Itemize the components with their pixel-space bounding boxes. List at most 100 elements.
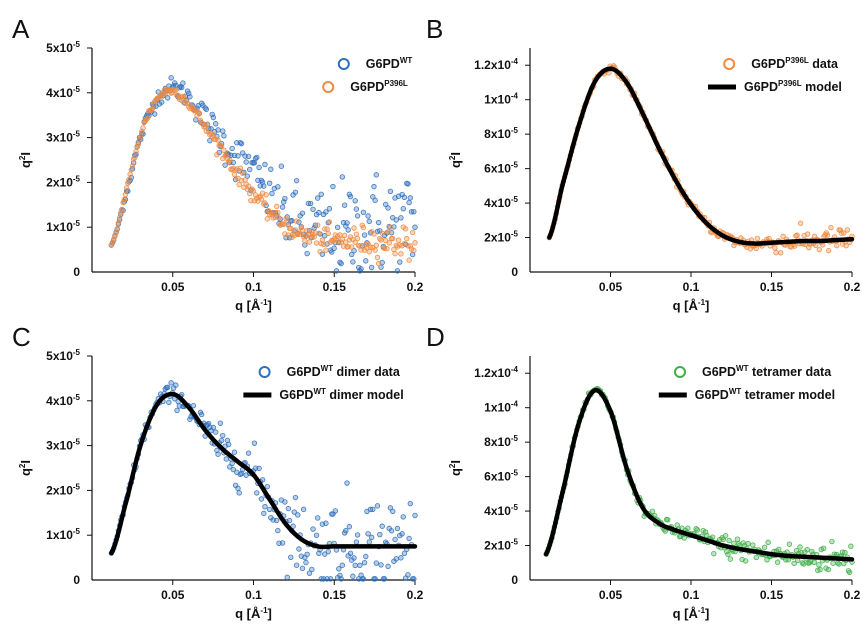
data-point bbox=[173, 87, 179, 93]
x-tick-label: 0.15 bbox=[323, 588, 347, 602]
data-point bbox=[725, 551, 731, 558]
data-point bbox=[649, 508, 656, 515]
x-axis-label: q [Å-1] bbox=[673, 298, 710, 313]
data-point bbox=[773, 249, 779, 256]
data-point bbox=[318, 191, 324, 197]
data-point bbox=[127, 171, 133, 177]
y-tick-label: 8x10-5 bbox=[484, 434, 518, 449]
data-point bbox=[313, 532, 320, 538]
data-point bbox=[363, 553, 369, 560]
y-axis-label: q2I bbox=[18, 152, 33, 168]
data-point bbox=[302, 237, 308, 244]
panel-d: D 0.05 0.1 0.15 0.2 0 2x10-5 4x10-5 6x10-5 8x10-5… bbox=[426, 322, 861, 621]
data-point bbox=[286, 517, 293, 524]
data-point bbox=[329, 249, 335, 255]
data-point bbox=[221, 133, 227, 139]
data-point bbox=[405, 572, 411, 578]
data-point bbox=[222, 162, 228, 168]
data-point bbox=[239, 170, 246, 176]
data-point bbox=[137, 133, 144, 140]
data-point bbox=[261, 183, 267, 189]
data-point bbox=[133, 148, 139, 155]
data-point bbox=[820, 242, 826, 248]
data-point bbox=[278, 163, 285, 169]
data-point bbox=[743, 558, 749, 564]
data-point bbox=[375, 260, 382, 267]
legend: G6PDWT dimer data G6PDWT dimer model bbox=[243, 364, 404, 402]
data-point bbox=[722, 532, 729, 539]
data-point bbox=[406, 257, 412, 263]
y-tick-label: 5x10-5 bbox=[46, 40, 80, 55]
data-point bbox=[256, 465, 262, 472]
data-point bbox=[317, 248, 323, 255]
data-point bbox=[398, 251, 404, 257]
data-point bbox=[727, 556, 734, 562]
data-point bbox=[188, 102, 194, 109]
y-axis-label: q2I bbox=[448, 152, 463, 168]
data-point bbox=[352, 198, 358, 204]
y-tick-label: 4x10-5 bbox=[46, 85, 80, 100]
y-tick-label: 1x10-4 bbox=[484, 400, 518, 415]
data-point bbox=[207, 137, 213, 144]
data-point bbox=[363, 258, 369, 264]
y-tick-label: 1.2x10-4 bbox=[474, 365, 518, 380]
data-point bbox=[354, 213, 361, 219]
data-point bbox=[236, 490, 242, 496]
y-tick-label: 2x10-5 bbox=[46, 482, 80, 497]
data-point bbox=[306, 239, 313, 245]
data-point bbox=[235, 153, 241, 159]
panel-a: A 0.05 0.1 0.15 0.2 0 1x10-5 2x10-5 3x10-5 4x10-5… bbox=[12, 14, 424, 313]
data-point bbox=[152, 111, 158, 117]
data-point bbox=[353, 539, 360, 545]
data-point bbox=[374, 503, 381, 509]
data-point bbox=[344, 480, 350, 486]
data-point bbox=[825, 566, 832, 573]
data-point bbox=[694, 527, 700, 533]
data-point bbox=[820, 545, 827, 551]
data-point bbox=[315, 195, 321, 201]
data-point bbox=[399, 531, 405, 537]
data-point bbox=[115, 220, 122, 226]
data-point bbox=[409, 229, 416, 236]
data-point bbox=[306, 570, 313, 576]
data-point bbox=[291, 509, 297, 515]
data-point bbox=[221, 147, 227, 153]
data-point bbox=[791, 560, 797, 567]
data-point bbox=[288, 554, 294, 560]
data-point bbox=[811, 559, 817, 565]
data-point bbox=[351, 248, 357, 254]
data-point bbox=[372, 247, 378, 253]
legend-entry: G6PDWT bbox=[366, 56, 413, 71]
data-point bbox=[371, 183, 377, 190]
data-point bbox=[247, 190, 253, 197]
data-point bbox=[164, 95, 171, 101]
data-point bbox=[323, 247, 329, 253]
x-tick-label: 0.2 bbox=[407, 280, 424, 294]
data-point bbox=[264, 483, 270, 490]
data-point bbox=[750, 542, 756, 548]
data-point bbox=[173, 382, 179, 388]
legend-entry: G6PDP396L bbox=[350, 79, 408, 94]
legend-marker bbox=[258, 366, 271, 378]
data-point bbox=[357, 562, 363, 569]
data-point bbox=[401, 550, 408, 556]
legend-entry: G6PDWT tetramer model bbox=[695, 387, 835, 402]
data-point bbox=[405, 181, 411, 187]
data-point bbox=[390, 508, 396, 515]
data-point bbox=[331, 245, 337, 252]
data-point bbox=[830, 560, 836, 566]
data-point bbox=[302, 242, 308, 248]
data-point bbox=[210, 114, 217, 121]
data-point bbox=[198, 411, 205, 418]
data-point bbox=[745, 540, 751, 547]
data-point bbox=[836, 561, 842, 567]
data-point bbox=[339, 562, 346, 568]
data-point bbox=[330, 183, 336, 190]
data-point bbox=[412, 240, 418, 246]
data-point bbox=[304, 551, 310, 558]
data-point bbox=[275, 209, 281, 216]
data-point bbox=[268, 166, 274, 172]
data-point bbox=[231, 449, 238, 455]
data-point bbox=[343, 528, 349, 534]
data-point bbox=[290, 523, 296, 529]
